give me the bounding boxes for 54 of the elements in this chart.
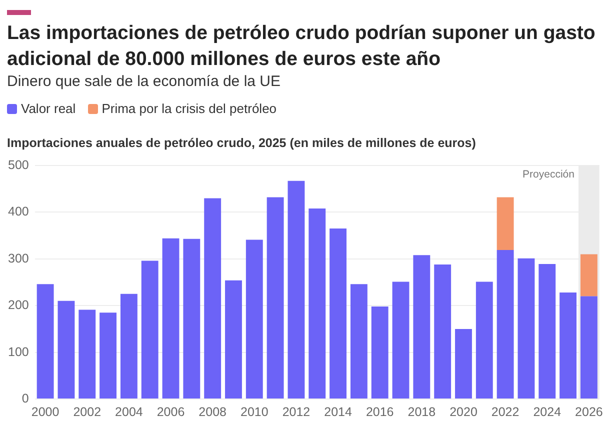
bar xyxy=(183,238,200,398)
band-label: Proyección xyxy=(522,168,575,181)
bar xyxy=(350,284,368,398)
y-tick-label: 300 xyxy=(8,251,29,266)
bar xyxy=(120,294,138,398)
x-tick-label: 2010 xyxy=(240,404,268,419)
x-tick-label: 2014 xyxy=(324,404,352,419)
bar xyxy=(371,306,388,398)
bar xyxy=(36,284,54,398)
x-tick-label: 2002 xyxy=(73,404,102,419)
y-tick-label: 200 xyxy=(8,298,29,312)
bar xyxy=(288,180,305,398)
x-tick-label: 2008 xyxy=(198,404,227,419)
x-tick-label: 2020 xyxy=(450,404,478,419)
bar xyxy=(580,254,598,296)
x-tick-label: 2018 xyxy=(408,404,436,419)
bar xyxy=(392,282,410,398)
legend-label: Prima por la crisis del petróleo xyxy=(102,101,277,116)
x-tick-label: 2022 xyxy=(491,404,520,419)
bar xyxy=(246,240,263,398)
chart-subtitle: Dinero que sale de la economía de la UE xyxy=(7,73,281,90)
bar xyxy=(496,250,514,398)
bar xyxy=(162,238,180,398)
x-tick-label: 2026 xyxy=(575,404,603,419)
chart-title: Las importaciones de petróleo crudo podrían suponer un gasto adicional de 80.000 millones de euros este año xyxy=(7,21,596,72)
bar xyxy=(560,292,577,398)
bar xyxy=(225,280,242,398)
bar xyxy=(78,310,96,398)
bar xyxy=(496,197,514,250)
y-tick-label: 100 xyxy=(8,344,29,359)
bar xyxy=(455,328,472,398)
bar xyxy=(476,282,493,398)
x-tick-label: 2024 xyxy=(533,404,562,419)
bar xyxy=(413,255,430,398)
y-tick-label: 500 xyxy=(8,158,29,172)
bar xyxy=(308,208,326,398)
bar xyxy=(58,300,75,398)
bar xyxy=(518,258,535,398)
bar xyxy=(434,264,452,398)
x-tick-label: 2016 xyxy=(366,404,394,419)
y-tick-label: 0 xyxy=(22,391,29,406)
x-tick-label: 2004 xyxy=(115,404,143,419)
x-tick-label: 2006 xyxy=(156,404,185,419)
text: Importaciones anuales de petróleo crudo, 2025 (en miles de millones de euros) xyxy=(7,136,476,150)
x-tick-label: 2012 xyxy=(282,404,310,419)
bar xyxy=(100,312,117,398)
bar xyxy=(266,197,284,398)
bar xyxy=(204,198,222,398)
x-tick-label: 2000 xyxy=(31,404,60,419)
legend-label: Valor real xyxy=(21,101,76,116)
bar xyxy=(538,264,556,398)
bar xyxy=(330,228,347,398)
bar xyxy=(141,260,158,398)
y-tick-label: 400 xyxy=(8,204,29,219)
